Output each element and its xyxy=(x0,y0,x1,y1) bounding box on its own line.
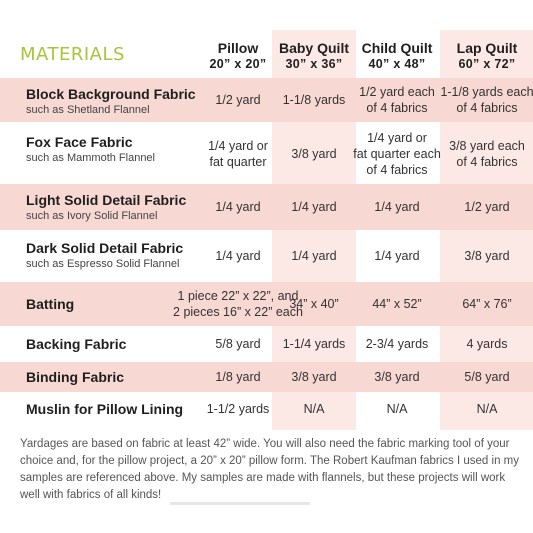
table-row: Batting 1 piece 22” x 22”, and 2 pieces 1… xyxy=(0,282,533,326)
column-size: 30” x 36” xyxy=(285,57,343,71)
table-cell: 1/4 yard or fat quarter each of 4 fabric… xyxy=(353,131,441,177)
column-name: Baby Quilt xyxy=(278,40,349,56)
material-label: Batting xyxy=(26,296,74,313)
column-header-2: Child Quilt 40” x 48” xyxy=(353,40,441,72)
table-cell: 3/8 yard xyxy=(291,370,337,384)
table-cell: 1-1/8 yards each of 4 fabrics xyxy=(440,85,533,115)
table-cell: 1-1/8 yards xyxy=(282,93,346,107)
table-cell: 64” x 76” xyxy=(462,297,512,311)
table-cell: 1/4 yard xyxy=(291,249,337,263)
table-row: Muslin for Pillow Lining 1-1/2 yards N/A N/… xyxy=(0,394,533,424)
table-cell: 1/2 yard xyxy=(215,93,261,107)
material-name: Block Background Fabric xyxy=(26,86,196,102)
table-cell: 1/4 yard xyxy=(291,200,337,214)
material-name: Batting xyxy=(26,295,75,312)
material-label: Dark Solid Detail Fabric such as Espresso… xyxy=(26,240,183,272)
table-cell: 4 yards xyxy=(466,337,508,351)
material-name: Binding Fabric xyxy=(26,368,124,385)
material-example: such as Shetland Flannel xyxy=(26,104,150,116)
column-name: Pillow xyxy=(217,40,259,56)
table-cell: 5/8 yard xyxy=(215,337,261,351)
column-name: Lap Quilt xyxy=(456,40,518,56)
table-cell: 1/4 yard xyxy=(215,200,261,214)
table-cell: 34” x 40” xyxy=(289,297,339,311)
material-name: Fox Face Fabric xyxy=(26,134,133,150)
material-label: Backing Fabric xyxy=(26,336,126,353)
materials-heading: MATERIALS xyxy=(20,44,125,65)
table-cell: 3/8 yard each of 4 fabrics xyxy=(449,139,525,169)
material-label: Muslin for Pillow Lining xyxy=(26,401,183,418)
table-row: Block Background Fabric such as Shetland … xyxy=(0,78,533,122)
table-row: Light Solid Detail Fabric such as Ivory S… xyxy=(0,184,533,230)
table-cell: 1/2 yard each of 4 fabrics xyxy=(359,85,435,115)
table-cell: 44” x 52” xyxy=(372,297,422,311)
table-cell: 5/8 yard xyxy=(464,370,510,384)
material-label: Fox Face Fabric such as Mammoth Flannel xyxy=(26,134,155,166)
table-cell: 1/4 yard xyxy=(374,249,420,263)
table-cell: 3/8 yard xyxy=(374,370,420,384)
table-cell: 1 piece 22” x 22”, and 2 pieces 16” x 22… xyxy=(173,289,303,319)
table-cell: N/A xyxy=(386,402,408,416)
table-cell: N/A xyxy=(476,402,498,416)
column-size: 20” x 20” xyxy=(209,57,267,71)
material-name: Backing Fabric xyxy=(26,335,127,352)
column-header-0: Pillow 20” x 20” xyxy=(158,40,318,72)
column-header-3: Lap Quilt 60” x 72” xyxy=(437,40,533,72)
table-cell: 1/8 yard xyxy=(215,370,261,384)
table-cell: 1/4 yard or fat quarter xyxy=(208,139,268,169)
table-cell: 1-1/4 yards xyxy=(282,337,346,351)
column-header-1: Baby Quilt 30” x 36” xyxy=(272,40,356,72)
table-cell: 3/8 yard xyxy=(291,147,337,161)
material-example: such as Espresso Solid Flannel xyxy=(26,258,180,270)
column-name: Child Quilt xyxy=(361,40,433,56)
table-cell: 2-3/4 yards xyxy=(365,337,429,351)
table-cell: 1/4 yard xyxy=(374,200,420,214)
table-cell: 1/4 yard xyxy=(215,249,261,263)
yardage-note: Yardages are based on fabric at least 42… xyxy=(20,438,519,501)
decorative-divider xyxy=(170,502,310,505)
material-label: Binding Fabric xyxy=(26,369,124,386)
table-row: Fox Face Fabric such as Mammoth Flannel 1/… xyxy=(0,124,533,184)
material-name: Muslin for Pillow Lining xyxy=(26,400,184,417)
column-size: 40” x 48” xyxy=(368,57,426,71)
table-cell: N/A xyxy=(303,402,325,416)
material-label: Block Background Fabric such as Shetland … xyxy=(26,86,196,118)
table-cell: 3/8 yard xyxy=(464,249,510,263)
table-cell: 1/2 yard xyxy=(464,200,510,214)
table-row: Binding Fabric 1/8 yard 3/8 yard 3/8 yard 5/… xyxy=(0,362,533,392)
material-example: such as Mammoth Flannel xyxy=(26,152,155,164)
material-label: Light Solid Detail Fabric such as Ivory S… xyxy=(26,192,186,224)
table-row: Backing Fabric 5/8 yard 1-1/4 yards 2-3/4 y… xyxy=(0,328,533,360)
table-cell: 1-1/2 yards xyxy=(206,402,270,416)
column-size: 60” x 72” xyxy=(458,57,516,71)
material-name: Dark Solid Detail Fabric xyxy=(26,240,184,256)
material-name: Light Solid Detail Fabric xyxy=(26,192,187,208)
table-row: Dark Solid Detail Fabric such as Espresso… xyxy=(0,232,533,280)
material-example: such as Ivory Solid Flannel xyxy=(26,210,158,222)
